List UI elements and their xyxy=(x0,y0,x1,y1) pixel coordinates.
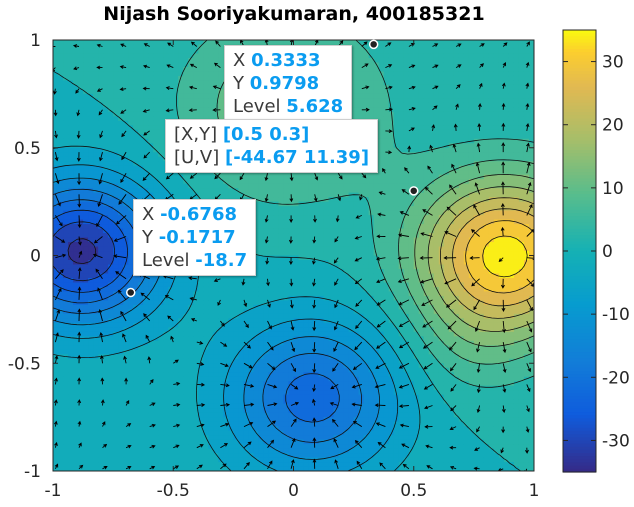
y-tick-label: 0.5 xyxy=(14,139,41,159)
y-tick-label: 0 xyxy=(30,247,41,267)
datatip-value: 0.3333 xyxy=(251,50,321,71)
colorbar-tick-label: -20 xyxy=(602,368,630,388)
colorbar: 30 20 10 0 -10 -20 -30 xyxy=(562,29,630,473)
datatip-row: Level 5.628 xyxy=(233,95,343,118)
colorbar-tick-label: -30 xyxy=(602,431,630,451)
datatip[interactable]: X -0.6768 Y -0.1717 Level -18.7 xyxy=(133,199,257,276)
y-tick-label: 1 xyxy=(30,31,41,51)
datatip-row: Level -18.7 xyxy=(142,249,247,272)
datatip-label: [U,V] xyxy=(174,147,220,168)
y-tick-label: -0.5 xyxy=(8,354,41,374)
datatip-row: [X,Y] [0.5 0.3] xyxy=(174,123,369,146)
datatip-marker[interactable] xyxy=(368,39,379,50)
x-tick-label: 0 xyxy=(288,481,299,501)
datatip-row: Y 0.9798 xyxy=(233,72,343,95)
x-tick-label: 1 xyxy=(529,481,540,501)
x-tick-label: 0.5 xyxy=(400,481,427,501)
datatip-value: -0.6768 xyxy=(160,204,238,225)
datatip-label: X xyxy=(233,50,246,71)
datatip-marker[interactable] xyxy=(409,186,419,196)
datatip-label: Y xyxy=(142,227,153,248)
axes: -1 -0.5 0 0.5 1 1 0.5 0 -0.5 -1 xyxy=(8,31,540,501)
quiver-arrows xyxy=(53,40,534,471)
datatip-value: -0.1717 xyxy=(158,227,236,248)
datatip-label: Y xyxy=(233,73,244,94)
colorbar-tick-label: 20 xyxy=(602,116,624,136)
datatip-label: Level xyxy=(233,96,281,117)
datatip-value: -18.7 xyxy=(195,250,248,271)
datatip-row: X 0.3333 xyxy=(233,49,343,72)
chart-title: Nijash Sooriyakumaran, 400185321 xyxy=(103,3,484,25)
x-tick-label: -0.5 xyxy=(157,481,190,501)
colorbar-tick-label: 10 xyxy=(602,179,624,199)
datatip-value: 0.9798 xyxy=(249,73,320,94)
colorbar-tick-label: 0 xyxy=(602,242,613,262)
datatip[interactable]: X 0.3333 Y 0.9798 Level 5.628 xyxy=(224,45,353,122)
datatip-value: [-44.67 11.39] xyxy=(225,147,370,168)
datatip-marker[interactable] xyxy=(125,287,136,298)
y-tick-label: -1 xyxy=(24,462,41,482)
colorbar-tick-label: -10 xyxy=(602,305,630,325)
datatip-value: [0.5 0.3] xyxy=(222,124,310,145)
datatip-row: X -0.6768 xyxy=(142,203,247,226)
contour-lines xyxy=(53,40,534,471)
datatip[interactable]: [X,Y] [0.5 0.3] [U,V] [-44.67 11.39] xyxy=(165,119,379,173)
datatip-label: Level xyxy=(142,250,190,271)
x-tick-label: -1 xyxy=(45,481,62,501)
datatip-value: 5.628 xyxy=(286,96,344,117)
datatip-label: X xyxy=(142,204,155,225)
datatip-row: Y -0.1717 xyxy=(142,226,247,249)
datatip-label: [X,Y] xyxy=(174,124,218,145)
colorbar-tick-label: 30 xyxy=(602,53,624,73)
datatip-row: [U,V] [-44.67 11.39] xyxy=(174,146,369,169)
